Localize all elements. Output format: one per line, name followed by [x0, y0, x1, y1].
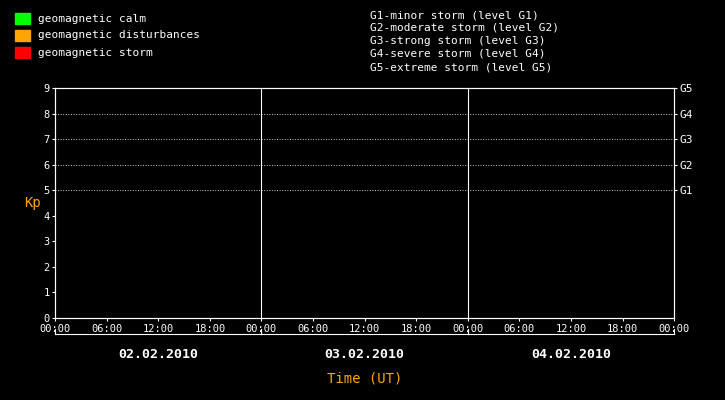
- Text: geomagnetic calm: geomagnetic calm: [38, 14, 146, 24]
- Text: G3-strong storm (level G3): G3-strong storm (level G3): [370, 36, 545, 46]
- Text: 02.02.2010: 02.02.2010: [118, 348, 199, 361]
- Y-axis label: Kp: Kp: [24, 196, 41, 210]
- Text: G4-severe storm (level G4): G4-severe storm (level G4): [370, 49, 545, 59]
- Text: Time (UT): Time (UT): [327, 371, 402, 385]
- Text: 04.02.2010: 04.02.2010: [531, 348, 611, 361]
- Text: 03.02.2010: 03.02.2010: [325, 348, 405, 361]
- Text: G5-extreme storm (level G5): G5-extreme storm (level G5): [370, 62, 552, 72]
- Text: geomagnetic disturbances: geomagnetic disturbances: [38, 30, 200, 40]
- Text: G2-moderate storm (level G2): G2-moderate storm (level G2): [370, 23, 559, 33]
- Text: geomagnetic storm: geomagnetic storm: [38, 48, 153, 58]
- Text: G1-minor storm (level G1): G1-minor storm (level G1): [370, 10, 539, 20]
